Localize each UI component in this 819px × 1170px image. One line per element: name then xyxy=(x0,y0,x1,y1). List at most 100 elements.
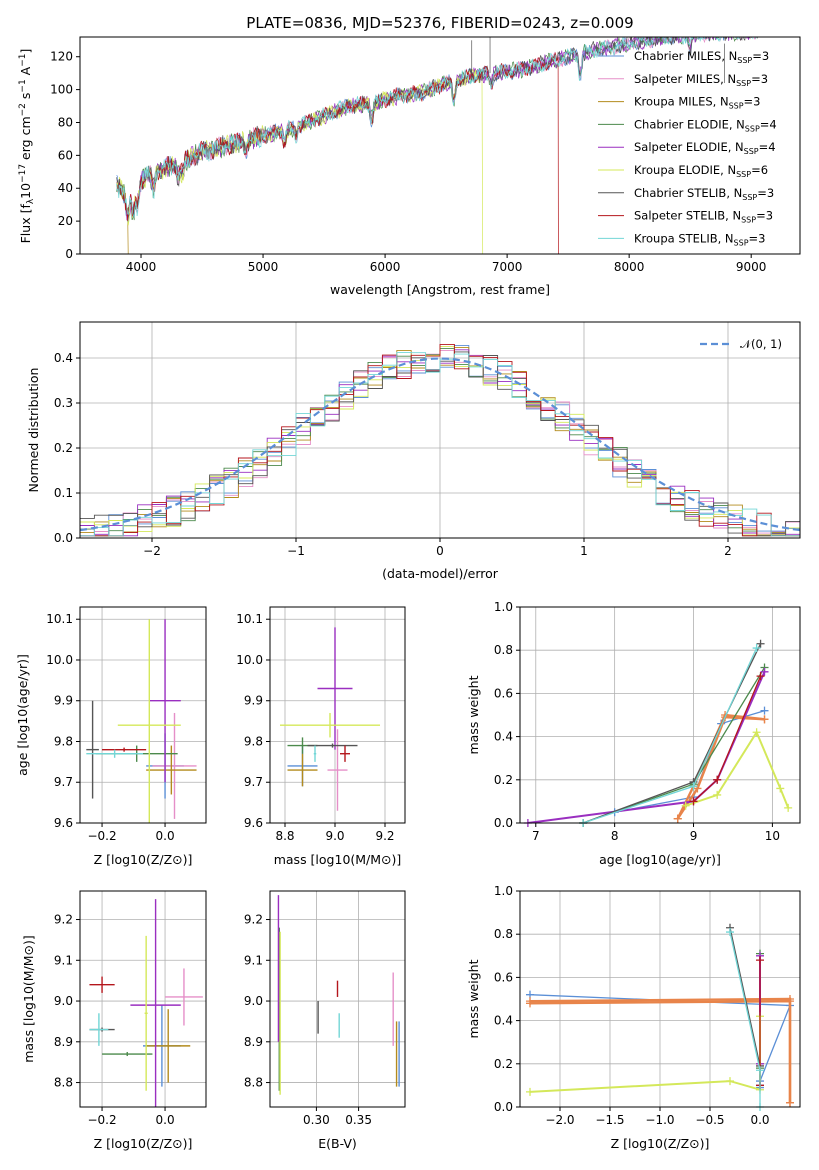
y-tick-label: 1.0 xyxy=(494,884,513,898)
y-tick-label: 20 xyxy=(58,214,73,228)
legend-entry: Salpeter MILES, NSSP=3 xyxy=(634,72,768,88)
x-tick-label: −2 xyxy=(143,544,161,558)
spectrum-line-kroupa-stelib xyxy=(116,37,757,218)
axes-frame xyxy=(519,606,801,824)
series-marker xyxy=(776,784,785,793)
y-tick-label: 1.0 xyxy=(494,600,513,614)
x-tick-label: 7 xyxy=(532,829,540,843)
series-line xyxy=(582,647,758,823)
legend-n-label: , N xyxy=(725,209,741,223)
x-tick-label: 0.0 xyxy=(156,829,175,843)
y-tick-label: 9.1 xyxy=(244,953,263,967)
y-tick-label: 10.1 xyxy=(46,612,73,626)
legend-series-name: Kroupa MILES xyxy=(634,95,713,109)
series-line xyxy=(582,643,762,823)
y-tick-label: 9.1 xyxy=(54,953,73,967)
x-tick-label: 5000 xyxy=(248,260,279,274)
legend-n-label: , N xyxy=(713,95,729,109)
legend-ssp-sub: SSP xyxy=(729,102,744,111)
y-tick-label: 60 xyxy=(58,148,73,162)
x-axis-label: age [log10(age/yr)] xyxy=(599,852,721,867)
y-tick-label: 9.8 xyxy=(244,734,263,748)
spectrum-panel: 4000 5000 6000 7000 8000 9000 0 20 40 60 80 100 120 w… xyxy=(18,36,801,297)
legend-normal-label: 𝒩(0, 1) xyxy=(740,337,782,351)
legend-n-label: , N xyxy=(721,49,737,63)
series-marker xyxy=(756,1066,764,1075)
series-marker xyxy=(726,1077,734,1086)
series-marker xyxy=(756,672,765,681)
x-tick-label: 9.2 xyxy=(375,829,394,843)
axes-frame xyxy=(79,36,801,255)
y-tick-label: 8.9 xyxy=(54,1035,73,1049)
x-axis-label: Z [log10(Z/Z⊙)] xyxy=(611,1136,710,1151)
series-marker xyxy=(689,782,698,791)
x-tick-label: −0.2 xyxy=(87,1113,116,1127)
spectrum-x-label: wavelength [Angstrom, rest frame] xyxy=(330,282,550,297)
legend-n-label: , N xyxy=(726,186,742,200)
y-tick-label: 10.1 xyxy=(236,612,263,626)
y-tick-label: 0.4 xyxy=(54,351,73,365)
y-tick-label: 9.9 xyxy=(54,694,73,708)
y-tick-label: 8.8 xyxy=(54,1076,73,1090)
normal-curve xyxy=(79,357,801,532)
y-tick-label: 9.2 xyxy=(54,913,73,927)
x-tick-label: 0.0 xyxy=(750,1113,769,1127)
legend-ssp-sub: SSP xyxy=(736,170,751,179)
series-marker xyxy=(689,797,698,806)
y-tick-label: 0.8 xyxy=(494,927,513,941)
x-tick-label: 0 xyxy=(436,544,444,558)
histogram-x-label: (data-model)/error xyxy=(382,566,499,581)
series-marker xyxy=(713,775,722,784)
axes-frame xyxy=(79,321,801,539)
legend-entry: Salpeter ELODIE, NSSP=4 xyxy=(634,140,776,156)
y-tick-label: 0.2 xyxy=(54,441,73,455)
y-tick-label: 8.8 xyxy=(244,1076,263,1090)
legend-series-name: Salpeter MILES xyxy=(634,72,720,86)
x-axis-label: Z [log10(Z/Z⊙)] xyxy=(94,1136,193,1151)
x-tick-label: −1.0 xyxy=(645,1113,674,1127)
x-axis-label: E(B-V) xyxy=(318,1136,357,1151)
x-tick-label: −1.5 xyxy=(595,1113,624,1127)
legend-n-value: =4 xyxy=(759,140,776,154)
legend-ssp-sub: SSP xyxy=(745,124,760,133)
axes-frame xyxy=(269,890,406,1108)
x-tick-label: 0.0 xyxy=(156,1113,175,1127)
y-tick-label: 0.4 xyxy=(494,730,513,744)
x-tick-label: 8000 xyxy=(614,260,645,274)
x-tick-label: 7000 xyxy=(492,260,523,274)
series-marker xyxy=(526,997,534,1006)
legend-series-name: Chabrier ELODIE xyxy=(634,117,729,131)
series-marker xyxy=(760,706,769,715)
y-tick-label: 0.6 xyxy=(494,970,513,984)
spectrum-title: PLATE=0836, MJD=52376, FIBERID=0243, z=0… xyxy=(246,14,633,32)
series-marker xyxy=(752,644,761,653)
y-tick-label: 0.4 xyxy=(494,1014,513,1028)
y-axis-label: age [log10(age/yr)] xyxy=(15,654,30,776)
age-vs-mass-panel: 8.8 9.0 9.2 9.6 9.7 9.8 9.9 10.0 10.1 mass [log10… xyxy=(236,606,406,867)
residual-histogram-panel: −2 −1 0 1 2 0.0 0.1 0.2 0.3 0.4 𝒩(0, 1) (data-model… xyxy=(26,321,801,581)
mass-weight-vs-age-panel: 7 8 9 10 0.0 0.2 0.4 0.6 0.8 1.0 age [log10(age/yr… xyxy=(466,600,801,867)
y-tick-label: 0.2 xyxy=(494,1057,513,1071)
y-tick-label: 0.1 xyxy=(54,486,73,500)
legend-entry: Kroupa ELODIE, NSSP=6 xyxy=(634,163,768,179)
y-tick-label: 9.0 xyxy=(244,994,263,1008)
y-tick-label: 9.6 xyxy=(244,816,263,830)
legend-entry: Salpeter STELIB, NSSP=3 xyxy=(634,209,773,225)
x-tick-label: 6000 xyxy=(370,260,401,274)
y-tick-label: 9.2 xyxy=(244,913,263,927)
x-tick-label: 9000 xyxy=(736,260,767,274)
x-tick-label: −1 xyxy=(287,544,305,558)
x-tick-label: −0.5 xyxy=(695,1113,724,1127)
legend-n-value: =3 xyxy=(749,231,766,245)
legend-series-name: Salpeter STELIB xyxy=(634,209,725,223)
y-axis-label: mass weight xyxy=(466,959,481,1038)
y-tick-label: 0.0 xyxy=(54,531,73,545)
legend-ssp-sub: SSP xyxy=(744,147,759,156)
series-marker xyxy=(756,956,764,965)
x-tick-label: 2 xyxy=(724,544,732,558)
y-axis-label: mass [log10(M/M⊙)] xyxy=(21,935,36,1063)
series-line xyxy=(529,1016,761,1093)
histogram-y-label: Normed distribution xyxy=(26,368,41,493)
